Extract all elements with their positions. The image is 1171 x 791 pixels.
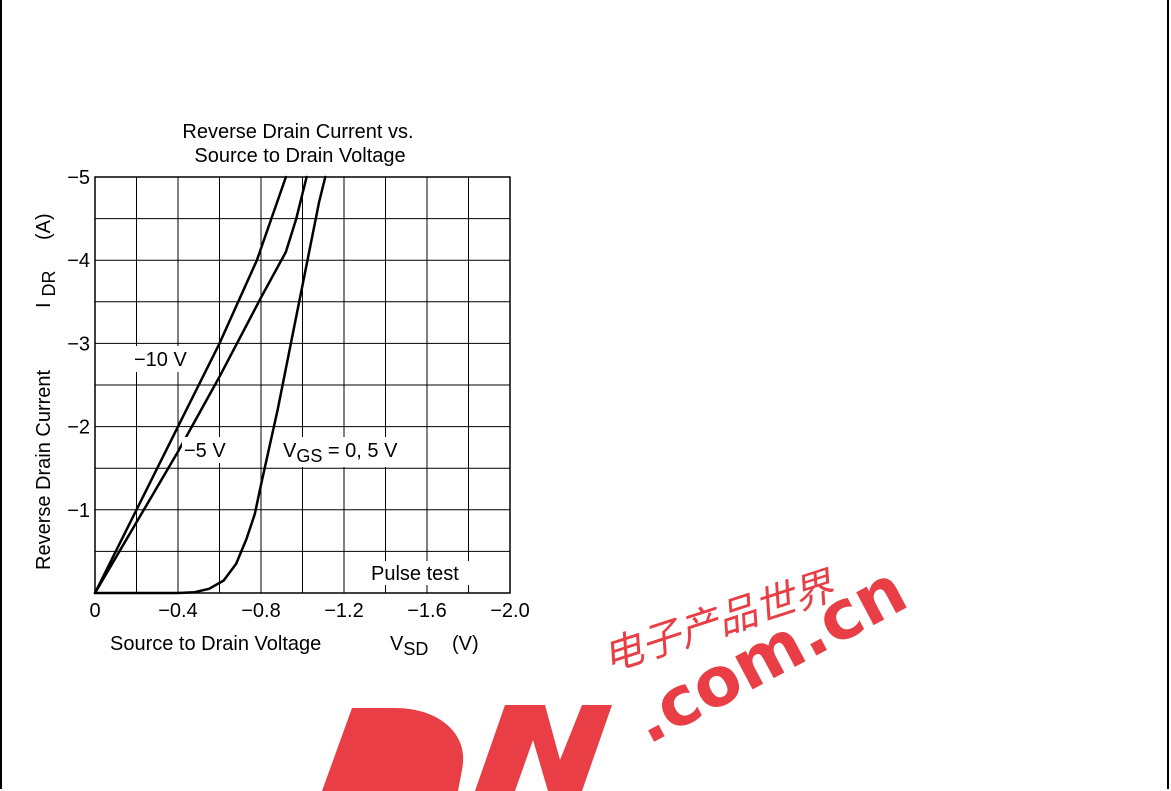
- y-axis-label: Reverse Drain Current: [33, 369, 55, 570]
- x-axis-symbol: VSD: [390, 633, 428, 659]
- x-axis-label: Source to Drain Voltage: [110, 633, 321, 655]
- label-vgs-0-5: VGS = 0, 5 V: [280, 437, 426, 467]
- x-axis-unit: (V): [452, 633, 479, 655]
- y-tick-label: −2: [67, 417, 90, 439]
- x-tick-label: −0.8: [241, 600, 280, 622]
- x-tick-label: 0: [89, 600, 100, 622]
- y-axis-symbol-main: I: [33, 302, 55, 308]
- y-axis-symbol: I DR: [33, 270, 59, 308]
- y-axis-symbol-subscript: DR: [39, 270, 59, 296]
- x-tick-label: −1.6: [407, 600, 446, 622]
- svg-text:−10 V: −10 V: [134, 349, 187, 371]
- x-tick-label: −0.4: [158, 600, 197, 622]
- curve-vgs-minus-5: [93, 175, 308, 595]
- curve-vgs-minus-10: [93, 175, 288, 595]
- label-vgs-minus-10: −10 V: [132, 346, 196, 372]
- svg-text:VGS = 0, 5 V: VGS = 0, 5 V: [283, 440, 398, 466]
- y-tick-label: −1: [67, 500, 90, 522]
- chart-title-line-2: Source to Drain Voltage: [194, 145, 405, 167]
- grid: [95, 177, 510, 593]
- chart-title-line-1: Reverse Drain Current vs.: [182, 121, 413, 143]
- y-tick-label: −4: [67, 250, 90, 272]
- x-tick-label: −1.2: [324, 600, 363, 622]
- y-tick-label: −3: [67, 333, 90, 355]
- watermark-logo: [322, 705, 612, 791]
- annotation-pulse-test: Pulse test: [366, 561, 480, 585]
- y-axis-unit: (A): [33, 213, 55, 240]
- svg-text:−5 V: −5 V: [184, 440, 226, 462]
- x-axis-symbol-subscript: SD: [403, 639, 428, 659]
- plot-area: [93, 175, 511, 595]
- y-tick-label: −5: [67, 167, 90, 189]
- x-tick-labels: 0 −0.4 −0.8 −1.2 −1.6 −2.0: [89, 600, 529, 622]
- watermark: .com.cn 电子产品世界: [322, 550, 919, 791]
- x-tick-label: −2.0: [490, 600, 529, 622]
- plot-frame: [94, 176, 511, 594]
- label-vgs-minus-5: −5 V: [182, 437, 238, 463]
- x-axis-symbol-main: V: [390, 633, 404, 655]
- curve-vgs-0-5: [93, 175, 327, 595]
- y-tick-labels: −1 −2 −3 −4 −5: [67, 167, 90, 522]
- y-axis-label-group: Reverse Drain Current I DR (A): [33, 213, 59, 570]
- curves: [93, 175, 327, 595]
- svg-text:Pulse test: Pulse test: [371, 563, 459, 585]
